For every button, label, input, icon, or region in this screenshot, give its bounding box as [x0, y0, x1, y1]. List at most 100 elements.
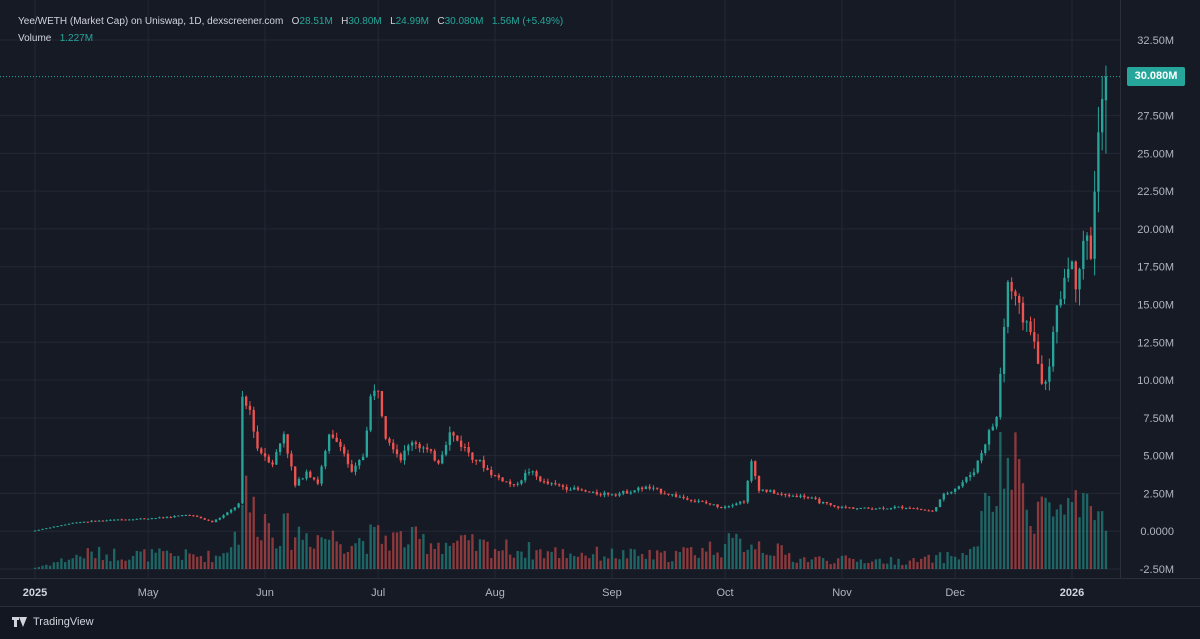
close-value: 30.080M [444, 16, 484, 27]
candle-body [976, 460, 979, 473]
y-tick-label: 20.00M [1137, 224, 1174, 236]
candlestick-chart[interactable]: 32.50M 27.50M 25.00M 22.50M 20.00M 17.50M 15.0… [0, 0, 1200, 606]
candle-body [889, 508, 893, 510]
volume-bar [139, 551, 142, 569]
volume-bar [588, 558, 591, 569]
volume-bar [282, 513, 286, 569]
candle-body [878, 507, 881, 509]
candle-body [837, 506, 840, 508]
candle-body [60, 525, 63, 527]
candle-body [452, 432, 455, 436]
candle-body [953, 488, 957, 492]
volume-bar [229, 547, 233, 569]
volume-bar [207, 550, 210, 569]
candle-body [674, 494, 678, 497]
candle-body [991, 426, 994, 431]
volume-bar [1040, 496, 1044, 569]
volume-bar [1104, 530, 1108, 569]
volume-bar [569, 553, 572, 569]
candle-body [218, 517, 221, 520]
volume-bar [290, 549, 293, 569]
candle-body [633, 490, 636, 493]
candle-body [82, 521, 86, 523]
candle-body [418, 444, 421, 449]
low-label: L [390, 16, 396, 27]
volume-bar [622, 550, 625, 569]
candle-body [1055, 305, 1059, 333]
volume-bar [392, 532, 395, 569]
volume-bar [1002, 488, 1006, 569]
candle-body [109, 519, 112, 521]
volume-bar [889, 557, 893, 569]
candle-body [916, 508, 919, 510]
volume-bar [195, 556, 199, 569]
volume-bar [746, 549, 749, 569]
candle-body [407, 445, 410, 451]
volume-bar [531, 559, 534, 569]
candle-body [720, 507, 723, 509]
candle-body [339, 441, 342, 447]
candle-body [1048, 366, 1051, 382]
candle-body [395, 449, 399, 455]
volume-bar [599, 560, 602, 569]
volume-bar [629, 548, 632, 569]
volume-bar [848, 558, 851, 569]
volume-bar [309, 546, 312, 569]
candle-body [1014, 291, 1017, 296]
volume-bar [931, 562, 934, 569]
candle-body [71, 522, 74, 524]
volume-bar [742, 551, 746, 569]
x-tick-label: Oct [717, 587, 734, 599]
candle-body [539, 476, 542, 482]
candle-body [980, 453, 983, 461]
volume-bar [735, 533, 738, 569]
candle-body [131, 519, 135, 521]
volume-bar [1055, 509, 1059, 569]
volume-bar [305, 533, 308, 569]
candle-body [761, 489, 764, 491]
candle-body [56, 526, 59, 528]
volume-bar [52, 562, 56, 569]
y-tick-label: 32.50M [1137, 35, 1174, 47]
candle-body [961, 482, 964, 487]
volume-bar [837, 558, 840, 569]
volume-bar [316, 535, 319, 569]
volume-bar [682, 547, 685, 569]
x-tick-label: Jun [256, 587, 274, 599]
candle-body [618, 493, 621, 496]
x-tick-label: May [138, 587, 159, 599]
footer-bar: TradingView [0, 606, 1200, 639]
candle-body [750, 461, 753, 481]
volume-bar [113, 548, 116, 569]
candle-body [561, 485, 565, 487]
volume-bar [980, 510, 983, 569]
candle-body [576, 487, 580, 490]
candle-body [912, 508, 915, 510]
candle-body [501, 477, 504, 482]
volume-bar [203, 562, 206, 569]
candle-body [143, 518, 146, 520]
volume-bar [972, 546, 976, 569]
volume-bar [120, 559, 123, 569]
volume-bar [395, 532, 399, 569]
candle-body [806, 497, 810, 499]
candle-body [512, 484, 516, 486]
candle-body [825, 502, 829, 504]
volume-bar [97, 546, 101, 569]
candle-body [188, 514, 191, 516]
candle-body [444, 445, 448, 455]
volume-bar [772, 555, 776, 569]
candle-body [705, 501, 708, 504]
candle-body [1033, 332, 1036, 342]
volume-bar [1070, 502, 1074, 569]
candle-body [546, 481, 550, 484]
candle-body [648, 486, 651, 489]
volume-bar [821, 557, 825, 569]
candle-body [874, 508, 878, 510]
candle-body [290, 453, 293, 467]
candle-body [859, 507, 862, 509]
volume-bar [659, 552, 663, 569]
volume-bar [723, 544, 727, 569]
candle-body [701, 500, 704, 502]
tradingview-brand[interactable]: TradingView [12, 616, 94, 628]
